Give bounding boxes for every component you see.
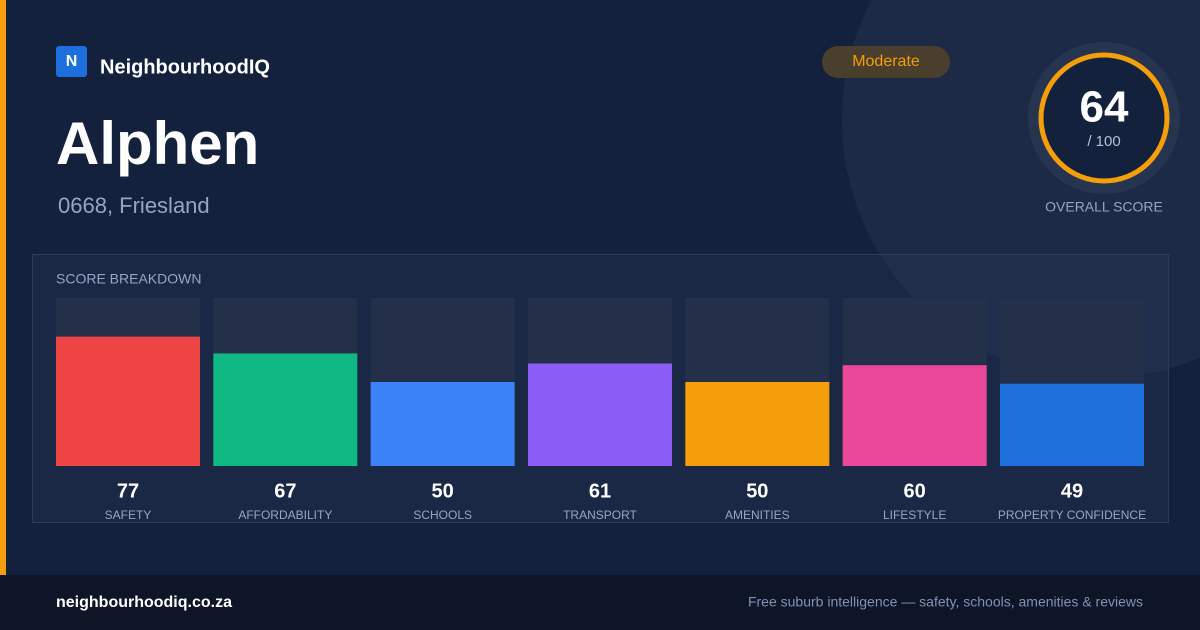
accent-strip [0,0,6,575]
footer-tagline: Free suburb intelligence — safety, schoo… [748,594,1143,610]
value-label: 50 [746,480,768,502]
value-label: 77 [117,480,139,502]
bar [213,353,358,466]
bars: 77 SAFETY 67 AFFORDABILITY 50 SCHOOLS 61 TRANSP… [56,298,1146,522]
category-label: TRANSPORT [563,508,637,522]
badge [822,46,950,78]
bar [685,382,830,466]
bar [842,365,987,466]
bar [370,382,515,466]
value-label: 61 [589,480,611,502]
category-label: AFFORDABILITY [238,508,332,522]
score-ring [1038,52,1170,184]
brand-name: NeighbourhoodIQ [100,56,270,78]
footer [0,575,1200,630]
bar [527,363,672,466]
category-label: PROPERTY CONFIDENCE [998,508,1146,522]
category-label: LIFESTYLE [883,508,946,522]
value-label: 67 [274,480,296,502]
bar [999,383,1144,466]
bar [56,336,200,466]
value-label: 60 [904,480,926,502]
value-label: 49 [1061,480,1083,502]
badge-text: Moderate [852,53,920,70]
place-name: Alphen [56,110,259,177]
value-label: 50 [432,480,454,502]
score-out-of: / 100 [1087,133,1120,150]
category-label: SAFETY [105,508,152,522]
category-label: AMENITIES [725,508,790,522]
logo [56,46,87,77]
logo-letter: N [66,53,78,70]
place-location: 0668, Friesland [58,193,210,218]
category-label: SCHOOLS [413,508,472,522]
footer-site: neighbourhoodiq.co.za [56,594,232,611]
score-value: 64 [1080,83,1129,132]
breakdown-title: SCORE BREAKDOWN [56,271,201,287]
score-label: OVERALL SCORE [1045,199,1163,215]
